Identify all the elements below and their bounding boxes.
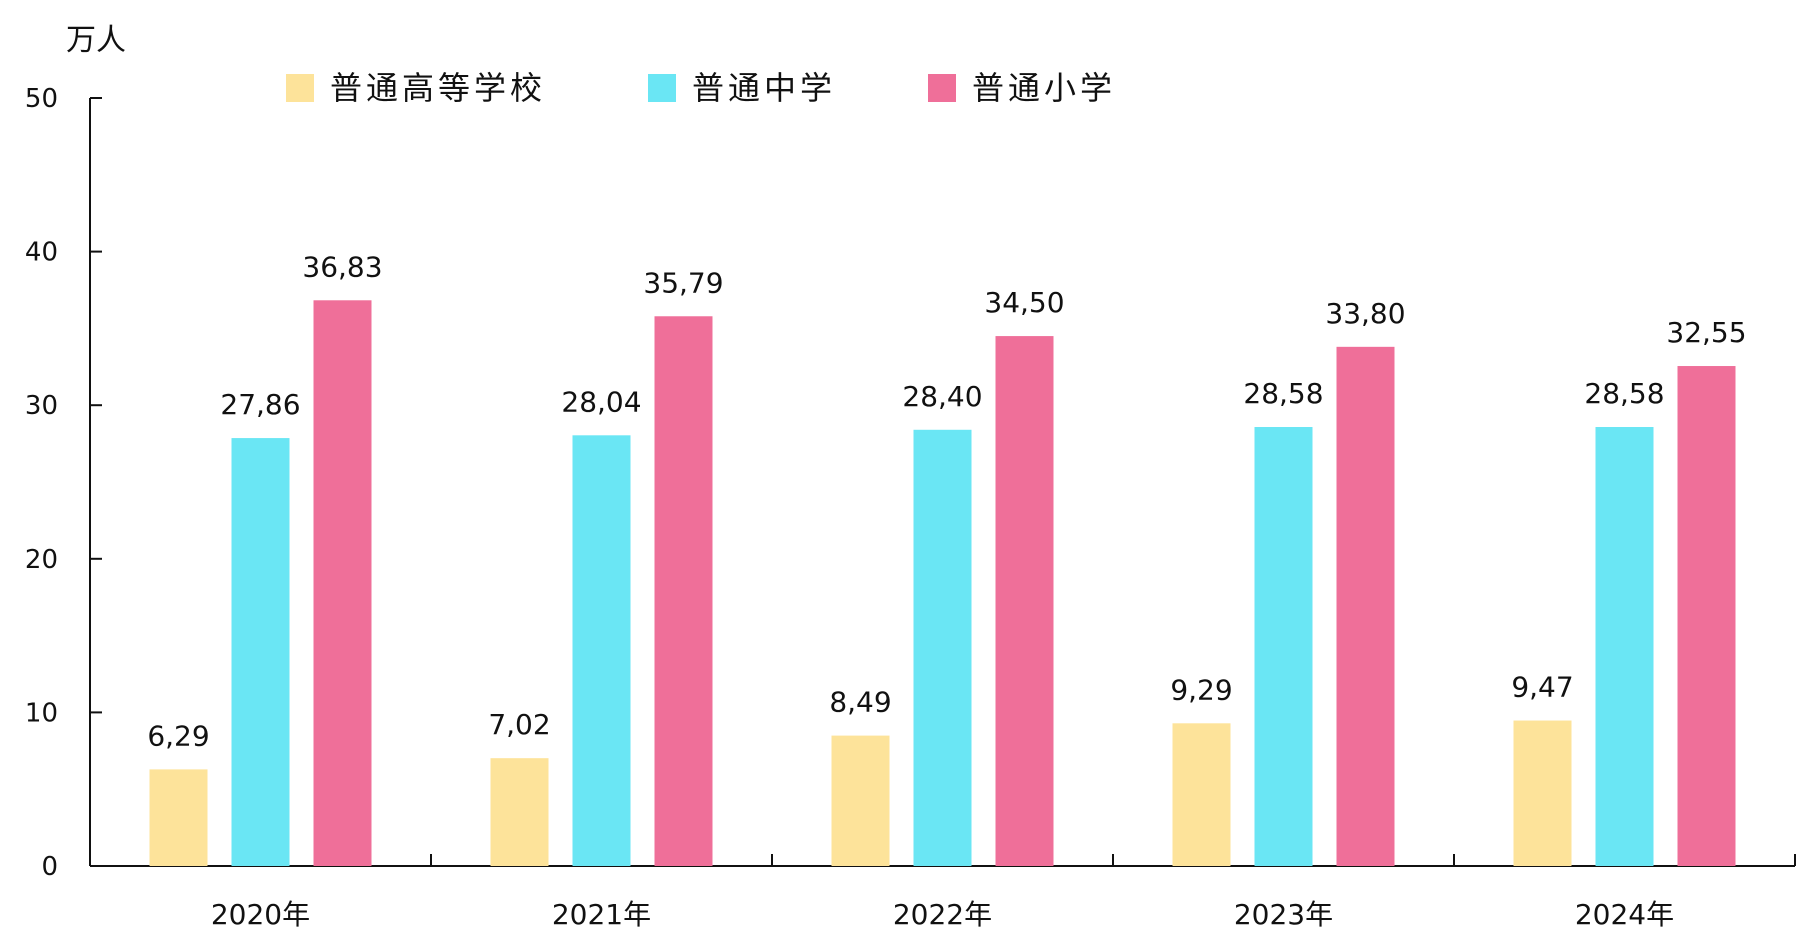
- bar: [1513, 720, 1572, 866]
- bar: [1336, 346, 1395, 866]
- y-tick-label: 20: [25, 545, 58, 575]
- data-label: 28,04: [561, 385, 641, 418]
- y-tick-label: 30: [25, 391, 58, 421]
- data-label: 35,79: [643, 266, 723, 299]
- data-label: 8,49: [829, 686, 891, 719]
- data-label: 28,40: [902, 380, 982, 413]
- bar: [1172, 723, 1231, 866]
- bar: [1677, 366, 1736, 866]
- y-axis: 0 10 20 30 40 50: [25, 84, 102, 882]
- data-label: 28,58: [1584, 377, 1664, 410]
- legend-swatch: [928, 74, 956, 102]
- data-label: 33,80: [1325, 297, 1405, 330]
- legend-label: 普通小学: [972, 69, 1116, 107]
- x-category-label: 2020年: [211, 898, 310, 931]
- data-label: 34,50: [984, 286, 1064, 319]
- data-label: 7,02: [488, 708, 550, 741]
- y-tick-label: 40: [25, 238, 58, 268]
- y-tick-label: 0: [41, 852, 58, 882]
- bar: [913, 429, 972, 866]
- legend-label: 普通中学: [692, 69, 836, 107]
- x-category-label: 2022年: [893, 898, 992, 931]
- x-axis: 2020年 2021年 2022年 2023年 2024年: [89, 854, 1796, 931]
- legend-swatch: [648, 74, 676, 102]
- bar: [149, 769, 208, 866]
- bar: [995, 336, 1054, 867]
- legend-label: 普通高等学校: [330, 69, 546, 107]
- bar: [654, 316, 713, 866]
- bars: [149, 300, 1736, 867]
- bar: [231, 438, 290, 866]
- legend: 普通高等学校 普通中学 普通小学: [286, 69, 1116, 107]
- bar: [1254, 427, 1313, 866]
- data-label: 27,86: [220, 388, 300, 421]
- bar: [1595, 427, 1654, 866]
- data-label: 9,47: [1511, 671, 1573, 704]
- y-unit-label: 万人: [66, 23, 126, 58]
- data-label: 6,29: [147, 719, 209, 752]
- bar: [490, 758, 549, 866]
- data-label: 28,58: [1243, 377, 1323, 410]
- x-category-label: 2024年: [1575, 898, 1674, 931]
- x-category-label: 2021年: [552, 898, 651, 931]
- legend-swatch: [286, 74, 314, 102]
- bar: [313, 300, 372, 866]
- data-label: 36,83: [302, 250, 382, 283]
- bar: [572, 435, 631, 866]
- y-tick-label: 10: [25, 698, 58, 728]
- data-labels: 6,29 7,02 8,49 9,29 9,47 27,86 28,04 28,40 28,58…: [147, 250, 1746, 752]
- x-category-label: 2023年: [1234, 898, 1333, 931]
- data-label: 32,55: [1666, 316, 1746, 349]
- y-tick-label: 50: [25, 84, 58, 114]
- data-label: 9,29: [1170, 673, 1232, 706]
- bar: [831, 735, 890, 866]
